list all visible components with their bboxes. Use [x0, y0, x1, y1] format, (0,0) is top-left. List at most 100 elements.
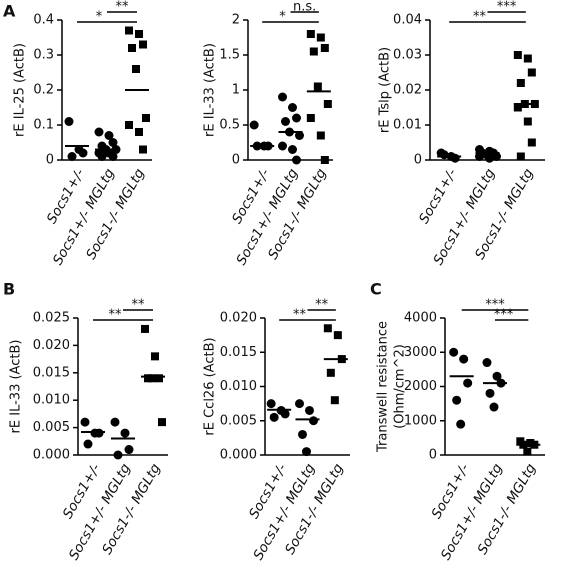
- data-point: [452, 395, 462, 405]
- data-point: [158, 418, 166, 427]
- data-point: [266, 399, 276, 409]
- y-tick-label: 1000: [404, 413, 437, 428]
- data-point: [80, 417, 90, 427]
- y-axis-label: Transwell resistance: [376, 321, 391, 453]
- data-point: [439, 150, 449, 160]
- data-point: [513, 103, 522, 112]
- y-axis-label: rE IL-33 (ActB): [203, 43, 218, 137]
- y-tick-label: 0.4: [33, 13, 54, 28]
- data-point: [449, 347, 459, 357]
- data-point: [135, 30, 143, 38]
- significance-label: ***: [494, 308, 514, 323]
- y-tick-label: 2000: [404, 379, 437, 394]
- data-point: [309, 416, 318, 426]
- data-point: [120, 428, 130, 438]
- data-point: [295, 399, 304, 409]
- y-tick-label: 0.01: [393, 118, 422, 133]
- y-tick-label: 0.020: [220, 311, 257, 326]
- data-point: [475, 152, 484, 161]
- y-tick-label: 0.03: [393, 48, 422, 63]
- data-point: [450, 153, 460, 163]
- data-point: [269, 412, 279, 422]
- data-point: [108, 152, 118, 161]
- y-tick-label: 0.005: [220, 413, 257, 428]
- y-axis-label: rE Tslp (ActB): [378, 47, 393, 133]
- y-tick-label: 0.010: [220, 379, 257, 394]
- y-tick-label: 0.010: [33, 393, 70, 408]
- data-point: [523, 117, 532, 126]
- y-tick-label: 0.5: [219, 118, 240, 133]
- data-point: [316, 131, 325, 140]
- significance-label: **: [315, 298, 329, 313]
- data-point: [306, 30, 315, 38]
- significance-label: **: [473, 10, 487, 25]
- data-point: [527, 68, 536, 77]
- y-tick-label: 2: [232, 13, 240, 28]
- data-point: [94, 428, 104, 438]
- y-tick-label: 4000: [404, 311, 437, 326]
- data-point: [139, 40, 147, 49]
- y-tick-label: 0.1: [33, 118, 54, 133]
- data-point: [323, 100, 332, 108]
- data-point: [151, 352, 159, 361]
- data-point: [141, 324, 149, 333]
- data-point: [139, 145, 147, 154]
- data-point: [316, 33, 325, 42]
- y-axis-label: rE IL-33 (ActB): [9, 340, 24, 434]
- y-tick-label: 0: [429, 448, 437, 463]
- data-point: [280, 409, 290, 419]
- data-point: [298, 429, 307, 439]
- y-axis-label: rE Ccl26 (ActB): [203, 337, 218, 435]
- data-point: [124, 445, 134, 455]
- y-tick-label: 0.015: [220, 345, 257, 360]
- data-point: [485, 153, 494, 163]
- data-point: [108, 138, 118, 147]
- y-tick-label: 0.2: [33, 83, 54, 98]
- y-tick-label: 3000: [404, 345, 437, 360]
- data-point: [104, 131, 114, 140]
- data-point: [288, 145, 297, 154]
- data-point: [249, 120, 259, 130]
- x-tick-label: Socs1+/-: [416, 166, 460, 227]
- data-point: [492, 152, 501, 161]
- data-point: [320, 44, 329, 52]
- data-point: [292, 113, 301, 123]
- data-point: [516, 152, 525, 161]
- significance-label: **: [293, 308, 307, 323]
- y-tick-label: 0.000: [33, 448, 70, 463]
- y-tick-label: 0.015: [33, 365, 70, 380]
- y-tick-label: 0: [414, 153, 422, 168]
- data-point: [78, 148, 88, 158]
- y-axis-label: (Ohm/cm^2): [393, 344, 408, 429]
- data-point: [513, 51, 522, 59]
- y-tick-label: 0.3: [33, 48, 54, 63]
- data-point: [110, 417, 120, 427]
- data-point: [97, 152, 107, 161]
- significance-label: n.s.: [293, 0, 316, 15]
- data-point: [278, 141, 287, 151]
- y-tick-label: 0: [46, 153, 54, 168]
- y-tick-label: 0.025: [33, 311, 70, 326]
- data-point: [278, 92, 287, 102]
- data-point: [482, 358, 492, 368]
- y-tick-label: 0.005: [33, 420, 70, 435]
- data-point: [288, 103, 297, 112]
- data-point: [489, 402, 499, 412]
- panel-label: C: [370, 280, 382, 299]
- data-point: [292, 155, 301, 165]
- data-point: [67, 152, 77, 161]
- data-point: [132, 65, 140, 73]
- data-point: [309, 47, 318, 56]
- data-point: [128, 44, 136, 52]
- data-point: [463, 378, 473, 388]
- significance-label: *: [279, 10, 286, 25]
- y-tick-label: 0.04: [393, 13, 422, 28]
- y-axis-label: rE IL-25 (ActB): [13, 43, 28, 137]
- significance-label: ***: [485, 298, 505, 313]
- data-point: [527, 138, 536, 147]
- data-point: [320, 156, 329, 164]
- significance-label: *: [96, 10, 103, 25]
- y-tick-label: 0.000: [220, 448, 257, 463]
- data-point: [148, 374, 156, 383]
- data-point: [523, 54, 532, 63]
